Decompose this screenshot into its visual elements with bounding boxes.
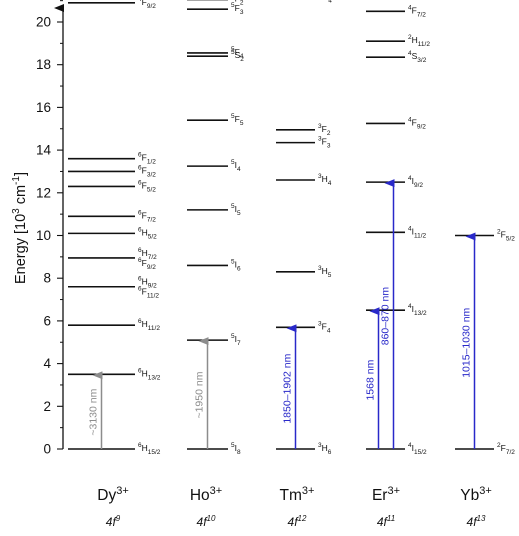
level-term-label: 2F7/2 bbox=[497, 442, 515, 456]
level-term-label: 6F3/2 bbox=[138, 164, 156, 178]
level-term-label: 6H9/2 bbox=[138, 276, 157, 290]
level-term-label: 3F2 bbox=[318, 123, 331, 137]
level-term-label: 6F5/2 bbox=[138, 179, 156, 193]
ion-name-label: Yb3+ bbox=[460, 485, 492, 504]
level-term-label: 5I7 bbox=[231, 333, 241, 347]
y-tick-label: 0 bbox=[43, 442, 51, 457]
level-term-label: 4S3/2 bbox=[408, 50, 427, 64]
level-term-label: 2F5/2 bbox=[497, 229, 515, 243]
y-tick-label: 6 bbox=[43, 313, 51, 328]
transition-wavelength-label: ~3130 nm bbox=[88, 388, 100, 435]
electron-configuration-label: 4f13 bbox=[467, 514, 486, 529]
level-term-label: 5S2 bbox=[231, 49, 244, 63]
y-tick-label: 16 bbox=[36, 100, 51, 115]
level-term-label: 6F11/2 bbox=[138, 286, 159, 300]
level-term-label: 5I6 bbox=[231, 258, 241, 272]
level-term-label: 4I15/2 bbox=[408, 442, 427, 456]
transition-wavelength-label: 1568 nm bbox=[365, 359, 377, 400]
level-term-label: 1G4 bbox=[318, 0, 332, 4]
y-tick-label: 12 bbox=[36, 185, 51, 200]
transitions: ~3130 nm ~1950 nm 1850–1902 nm 1568 nm 860–8… bbox=[88, 179, 476, 449]
level-term-label: 2H11/2 bbox=[408, 34, 430, 48]
level-term-label: 6H5/2 bbox=[138, 226, 157, 240]
y-tick-label: 4 bbox=[43, 356, 51, 371]
level-term-label: 5F2 bbox=[231, 0, 244, 7]
ion-labels: Dy3+ 4f9 Ho3+ 4f10 Tm3+ 4f12 Er3+ 4f11 Yb3+ 4f13 bbox=[97, 485, 492, 529]
level-term-label: 4F9/2 bbox=[408, 116, 426, 130]
y-axis: 0 2 4 6 8 10 12 14 16 18 20 Energy [103 cm-1] bbox=[11, 0, 64, 457]
y-tick-label: 14 bbox=[36, 143, 52, 158]
electron-configuration-label: 4f9 bbox=[106, 514, 121, 529]
level-term-label: 5F3 bbox=[231, 2, 244, 16]
level-term-label: 3F3 bbox=[318, 136, 331, 150]
transition-wavelength-label: 860–870 nm bbox=[380, 287, 392, 346]
level-term-label: 6H15/2 bbox=[138, 442, 161, 456]
level-term-label: 6F7/2 bbox=[138, 209, 156, 223]
electron-configuration-label: 4f10 bbox=[197, 514, 216, 529]
level-term-label: 5F5 bbox=[231, 113, 244, 127]
y-tick-label: 2 bbox=[43, 399, 51, 414]
level-term-label: 4I11/2 bbox=[408, 225, 427, 239]
level-term-label: 3F4 bbox=[318, 320, 331, 334]
level-term-label: 4F9/2 bbox=[138, 0, 156, 10]
level-term-label: 5I5 bbox=[231, 203, 241, 217]
level-term-label: 5I4 bbox=[231, 159, 241, 173]
ion-name-label: Dy3+ bbox=[97, 485, 129, 504]
y-axis-title: Energy [103 cm-1] bbox=[11, 172, 29, 284]
level-term-label: 4I9/2 bbox=[408, 175, 423, 189]
level-term-label: 4F7/2 bbox=[408, 4, 426, 18]
level-term-label: 6F1/2 bbox=[138, 152, 156, 166]
y-tick-label: 20 bbox=[36, 15, 51, 30]
ion-name-label: Ho3+ bbox=[190, 485, 222, 504]
level-term-label: 6F9/2 bbox=[138, 257, 156, 271]
level-term-label: 3H5 bbox=[318, 265, 332, 279]
level-term-label: 3H4 bbox=[318, 173, 332, 187]
y-tick-label: 18 bbox=[36, 57, 51, 72]
y-tick-label: 8 bbox=[43, 271, 51, 286]
level-term-label: 6H11/2 bbox=[138, 318, 160, 332]
level-term-label: 5F4 bbox=[231, 46, 244, 60]
level-term-label: 4I13/2 bbox=[408, 303, 427, 317]
y-tick-label: 10 bbox=[36, 228, 51, 243]
level-term-label: 3K8 bbox=[231, 0, 244, 1]
transition-wavelength-label: 1850–1902 nm bbox=[282, 353, 294, 423]
transition-wavelength-label: 1015–1030 nm bbox=[461, 307, 473, 377]
level-term-label: 6H7/2 bbox=[138, 247, 157, 261]
electron-configuration-label: 4f12 bbox=[288, 514, 307, 529]
level-term-label: 3H6 bbox=[318, 442, 332, 456]
level-term-label: 5I8 bbox=[231, 442, 241, 456]
ion-name-label: Er3+ bbox=[372, 485, 400, 504]
transition-wavelength-label: ~1950 nm bbox=[194, 371, 206, 418]
electron-configuration-label: 4f11 bbox=[377, 514, 395, 529]
level-term-label: 6H13/2 bbox=[138, 367, 161, 381]
ion-name-label: Tm3+ bbox=[280, 485, 315, 504]
